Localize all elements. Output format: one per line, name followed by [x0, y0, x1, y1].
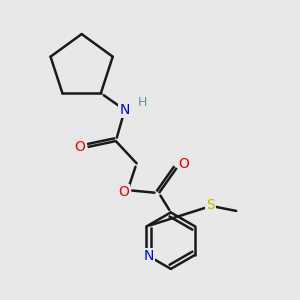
Text: H: H — [138, 96, 147, 109]
Text: S: S — [207, 198, 215, 212]
Text: O: O — [179, 157, 190, 171]
Text: O: O — [118, 184, 129, 199]
Text: N: N — [119, 103, 130, 117]
Text: N: N — [143, 249, 154, 263]
Text: O: O — [75, 140, 86, 154]
